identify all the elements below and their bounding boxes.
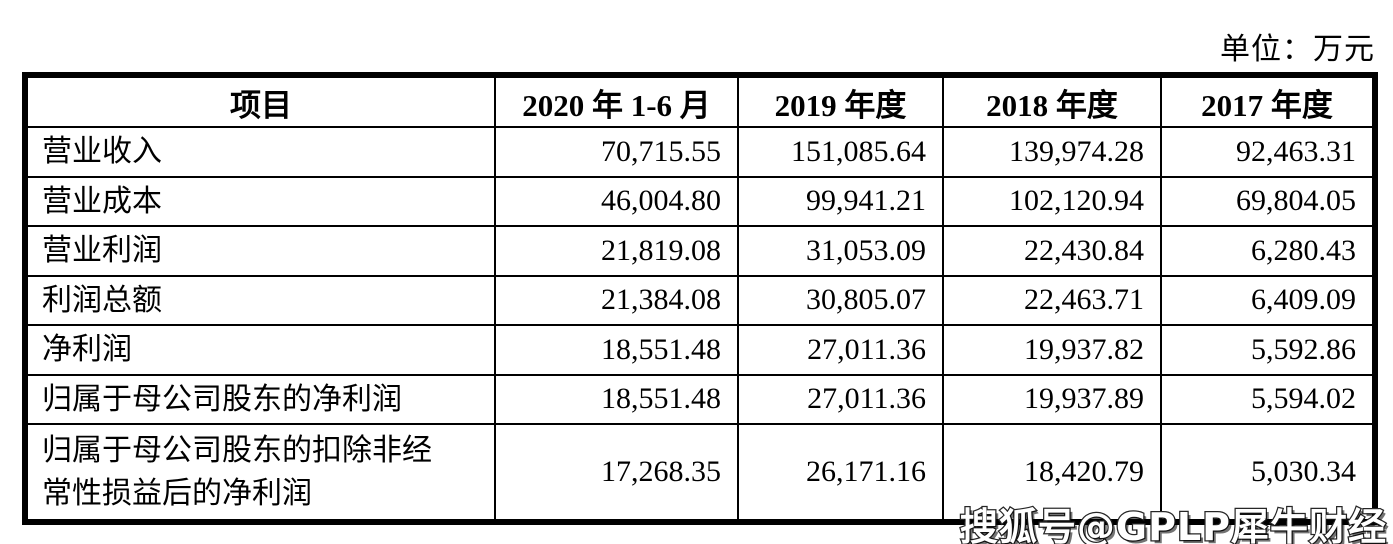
cell-value: 70,715.55 bbox=[494, 126, 739, 178]
column-header-2018: 2018 年度 bbox=[942, 74, 1162, 128]
cell-value: 27,011.36 bbox=[737, 324, 944, 376]
cell-value: 151,085.64 bbox=[737, 126, 944, 178]
row-label: 营业利润 bbox=[24, 225, 496, 277]
cell-value: 18,551.48 bbox=[494, 373, 739, 425]
cell-value: 19,937.89 bbox=[942, 373, 1162, 425]
sohu-watermark: 搜狐号@GPLP犀牛财经 bbox=[959, 504, 1388, 544]
cell-value: 22,430.84 bbox=[942, 225, 1162, 277]
cell-value: 26,171.16 bbox=[737, 423, 944, 523]
cell-value: 21,819.08 bbox=[494, 225, 739, 277]
table-row-net-profit-to-parent: 归属于母公司股东的净利润 18,551.48 27,011.36 19,937.… bbox=[24, 373, 1376, 425]
cell-value: 5,030.34 bbox=[1160, 423, 1376, 523]
cell-value: 102,120.94 bbox=[942, 175, 1162, 227]
table-header-row: 项目 2020 年 1-6 月 2019 年度 2018 年度 2017 年度 bbox=[24, 74, 1376, 128]
row-label: 净利润 bbox=[24, 324, 496, 376]
table-row-operating-profit: 营业利润 21,819.08 31,053.09 22,430.84 6,280… bbox=[24, 225, 1376, 277]
cell-value: 30,805.07 bbox=[737, 274, 944, 326]
financial-summary-table: 项目 2020 年 1-6 月 2019 年度 2018 年度 2017 年度 … bbox=[22, 72, 1378, 525]
table-row-total-profit: 利润总额 21,384.08 30,805.07 22,463.71 6,409… bbox=[24, 274, 1376, 326]
cell-value: 139,974.28 bbox=[942, 126, 1162, 178]
unit-label: 单位：万元 bbox=[1220, 33, 1375, 66]
cell-value: 31,053.09 bbox=[737, 225, 944, 277]
cell-value: 92,463.31 bbox=[1160, 126, 1376, 178]
cell-value: 22,463.71 bbox=[942, 274, 1162, 326]
column-header-2020h1: 2020 年 1-6 月 bbox=[494, 74, 739, 128]
cell-value: 99,941.21 bbox=[737, 175, 944, 227]
cell-value: 27,011.36 bbox=[737, 373, 944, 425]
cell-value: 21,384.08 bbox=[494, 274, 739, 326]
column-header-2017: 2017 年度 bbox=[1160, 74, 1376, 128]
row-label: 营业成本 bbox=[24, 175, 496, 227]
column-header-2019: 2019 年度 bbox=[737, 74, 944, 128]
row-label: 营业收入 bbox=[24, 126, 496, 178]
cell-value: 5,594.02 bbox=[1160, 373, 1376, 425]
cell-value: 46,004.80 bbox=[494, 175, 739, 227]
row-label: 归属于母公司股东的净利润 bbox=[24, 373, 496, 425]
table-row-net-profit-excl-nonrecurring: 归属于母公司股东的扣除非经常性损益后的净利润 17,268.35 26,171.… bbox=[24, 423, 1376, 523]
cell-value: 6,409.09 bbox=[1160, 274, 1376, 326]
column-header-item: 项目 bbox=[24, 74, 496, 128]
cell-value: 69,804.05 bbox=[1160, 175, 1376, 227]
row-label: 归属于母公司股东的扣除非经常性损益后的净利润 bbox=[24, 423, 496, 523]
cell-value: 19,937.82 bbox=[942, 324, 1162, 376]
cell-value: 18,420.79 bbox=[942, 423, 1162, 523]
table-row-operating-revenue: 营业收入 70,715.55 151,085.64 139,974.28 92,… bbox=[24, 126, 1376, 178]
table-row-operating-cost: 营业成本 46,004.80 99,941.21 102,120.94 69,8… bbox=[24, 175, 1376, 227]
cell-value: 5,592.86 bbox=[1160, 324, 1376, 376]
row-label: 利润总额 bbox=[24, 274, 496, 326]
table-row-net-profit: 净利润 18,551.48 27,011.36 19,937.82 5,592.… bbox=[24, 324, 1376, 376]
cell-value: 6,280.43 bbox=[1160, 225, 1376, 277]
cell-value: 17,268.35 bbox=[494, 423, 739, 523]
cell-value: 18,551.48 bbox=[494, 324, 739, 376]
